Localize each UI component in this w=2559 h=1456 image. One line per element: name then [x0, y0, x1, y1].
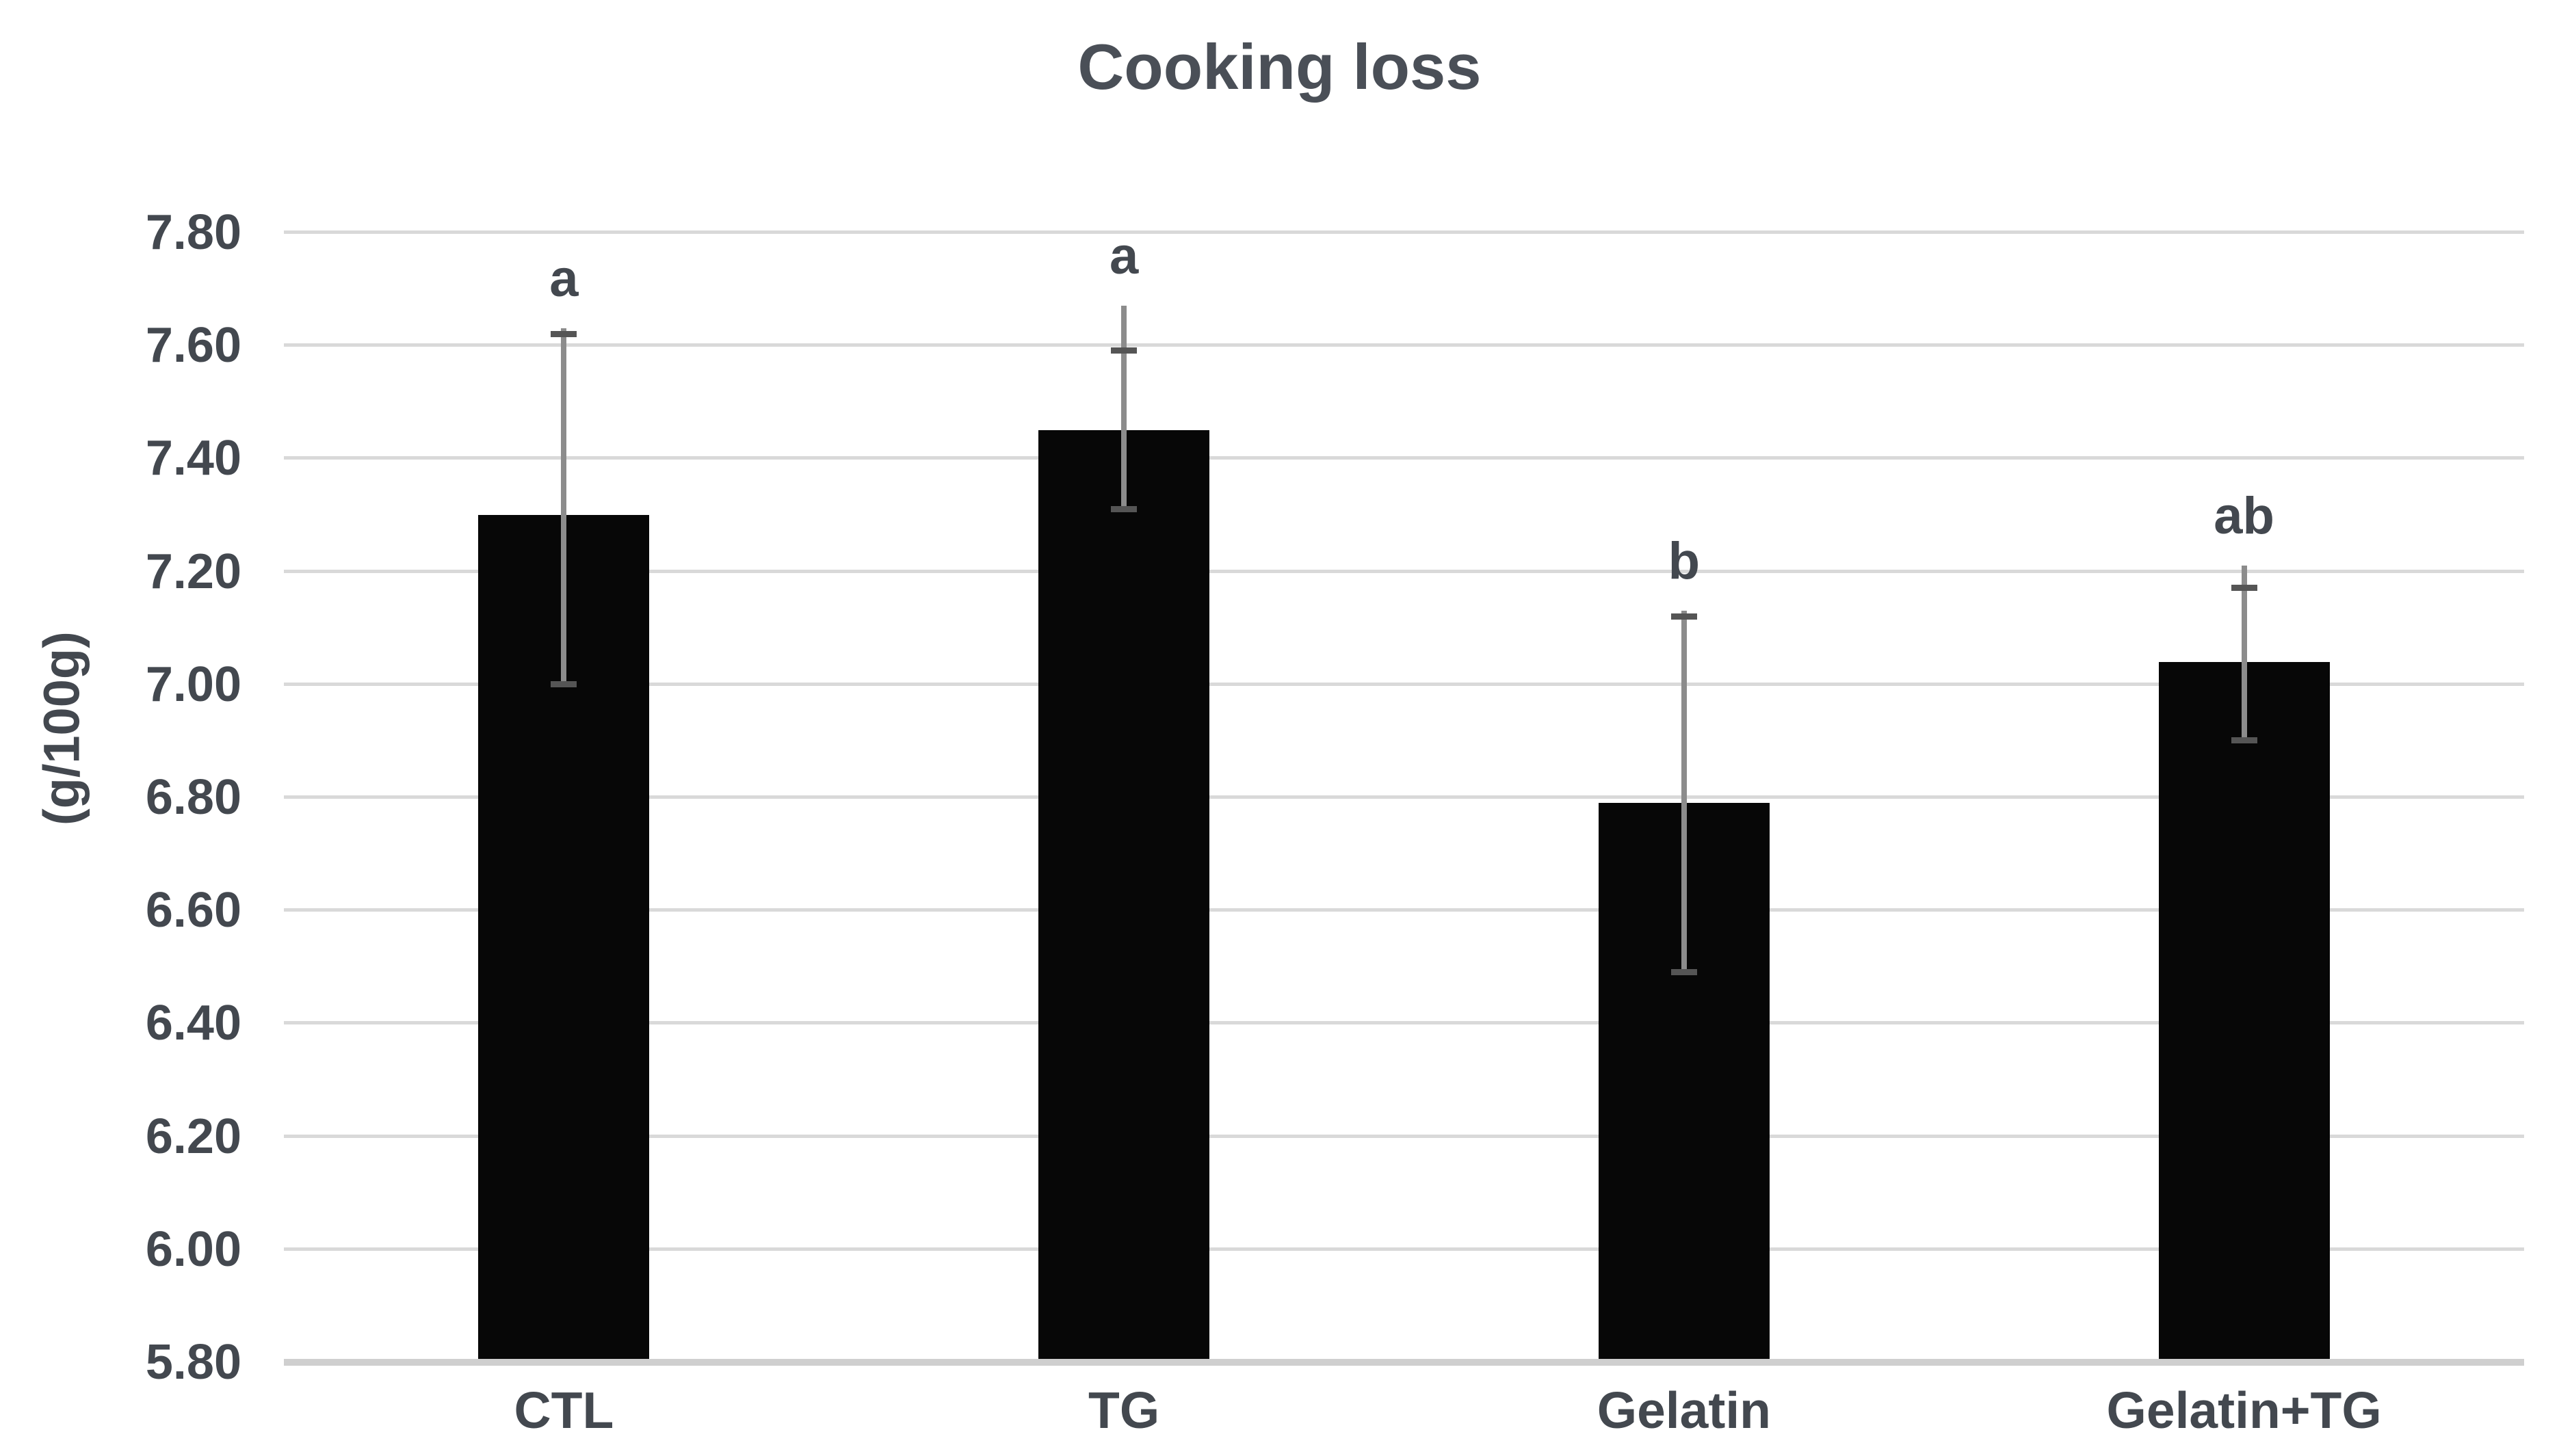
y-tick-label: 7.80	[145, 205, 241, 260]
y-tick-label: 5.80	[145, 1335, 241, 1390]
error-bar-line-gelatin	[1681, 611, 1687, 973]
y-tick-label: 6.00	[145, 1221, 241, 1277]
error-bar-top-cap-ctl	[551, 330, 577, 337]
y-tick-label: 6.80	[145, 770, 241, 825]
x-axis-label-gelatin-tg: Gelatin+TG	[2106, 1381, 2382, 1439]
y-tick-label: 6.20	[145, 1109, 241, 1164]
x-axis-label-ctl: CTL	[514, 1381, 614, 1439]
error-bar-top-cap-tg	[1111, 347, 1138, 354]
y-tick-label: 7.00	[145, 657, 241, 712]
gridline	[284, 343, 2524, 347]
error-bar-bottom-cap-gelatin-tg	[2231, 737, 2257, 744]
x-axis-label-tg: TG	[1088, 1381, 1160, 1439]
x-axis-label-gelatin: Gelatin	[1597, 1381, 1771, 1439]
error-bar-bottom-cap-tg	[1111, 505, 1138, 512]
gridline	[284, 795, 2524, 799]
gridline	[284, 1134, 2524, 1138]
y-tick-label: 7.60	[145, 318, 241, 373]
error-bar-bottom-cap-gelatin	[1670, 969, 1697, 976]
y-tick-label: 6.60	[145, 883, 241, 938]
gridline	[284, 569, 2524, 573]
gridline	[284, 1247, 2524, 1251]
error-bar-bottom-cap-ctl	[551, 680, 577, 687]
y-tick-label: 6.40	[145, 996, 241, 1051]
y-tick-label: 7.40	[145, 431, 241, 486]
chart-title: Cooking loss	[1077, 31, 1482, 103]
significance-letter-ctl: a	[549, 250, 579, 308]
error-bar-line-tg	[1121, 306, 1127, 509]
significance-letter-gelatin: b	[1668, 532, 1701, 591]
gridline	[284, 682, 2524, 686]
error-bar-line-gelatin-tg	[2241, 566, 2247, 741]
gridline	[284, 908, 2524, 912]
error-bar-top-cap-gelatin	[1670, 613, 1697, 620]
gridline	[284, 1021, 2524, 1025]
gridline	[284, 456, 2524, 460]
x-axis-line	[284, 1359, 2524, 1366]
error-bar-top-cap-gelatin-tg	[2231, 585, 2257, 592]
y-tick-label: 7.20	[145, 544, 241, 599]
gridline	[284, 230, 2524, 234]
error-bar-line-ctl	[561, 328, 567, 685]
significance-letter-tg: a	[1109, 227, 1139, 286]
bar-gelatin-tg	[2158, 661, 2330, 1362]
significance-letter-gelatin-tg: ab	[2214, 487, 2274, 546]
bar-tg	[1038, 430, 1210, 1362]
